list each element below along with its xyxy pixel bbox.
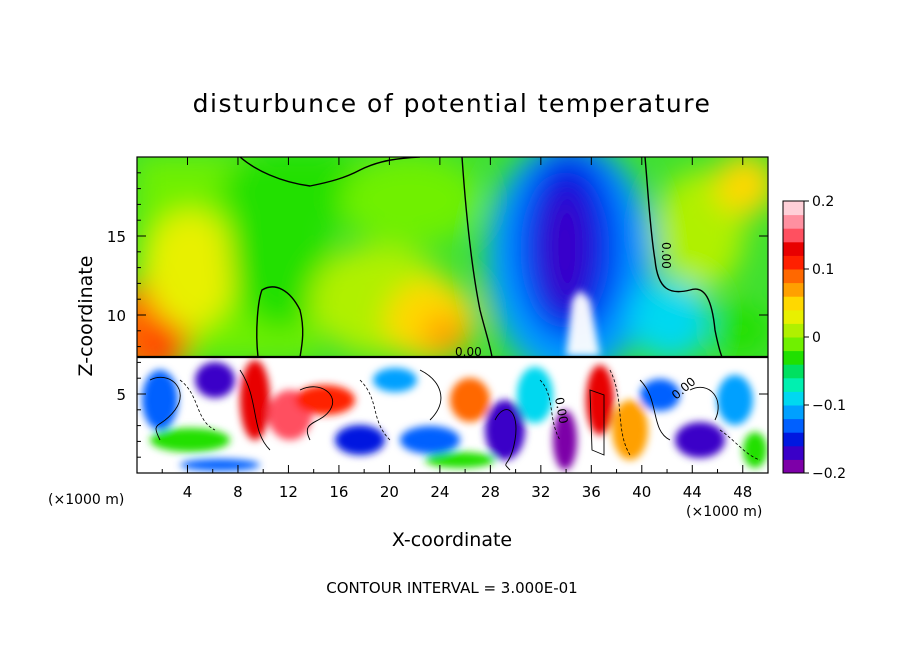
colorbar: 0.2 0.1 0 −0.1 −0.2 bbox=[782, 194, 846, 482]
colorbar-swatch bbox=[783, 459, 804, 474]
colorbar-tick-label: 0.2 bbox=[812, 194, 834, 210]
x-tick-label: 20 bbox=[380, 483, 399, 501]
lower-field bbox=[137, 357, 768, 473]
y-axis-label: Z-coordinate bbox=[75, 256, 97, 377]
colorbar-swatch bbox=[783, 296, 804, 311]
colorbar-swatch bbox=[783, 350, 804, 365]
x-tick-label: 16 bbox=[329, 483, 348, 501]
colorbar-swatch bbox=[783, 228, 804, 243]
x-unit-left: (×1000 m) bbox=[48, 492, 124, 508]
colorbar-swatch bbox=[783, 255, 804, 270]
y-tick-label: 10 bbox=[107, 307, 126, 325]
x-tick-label: 4 bbox=[183, 483, 193, 501]
contour-interval-note: CONTOUR INTERVAL = 3.000E-01 bbox=[326, 579, 577, 597]
colorbar-tick-label: 0 bbox=[812, 330, 821, 346]
contour-label: 0.00 bbox=[659, 242, 673, 269]
colorbar-swatch bbox=[783, 391, 804, 406]
colorbar-swatch bbox=[783, 377, 804, 392]
colorbar-swatch bbox=[783, 337, 804, 352]
y-tick-label: 5 bbox=[116, 386, 126, 404]
contour-label: 0.00 bbox=[455, 345, 482, 359]
x-tick-label: 40 bbox=[632, 483, 651, 501]
colorbar-swatch bbox=[783, 364, 804, 379]
y-tick-label: 15 bbox=[107, 228, 126, 246]
colorbar-tick-label: −0.2 bbox=[812, 466, 846, 482]
colorbar-swatch bbox=[783, 323, 804, 338]
x-tick-label: 36 bbox=[582, 483, 601, 501]
x-axis-label: X-coordinate bbox=[392, 529, 512, 551]
x-unit-right: (×1000 m) bbox=[686, 504, 762, 520]
colorbar-swatch bbox=[783, 405, 804, 420]
updraft-core bbox=[566, 290, 600, 356]
colorbar-tick-label: 0.1 bbox=[812, 262, 834, 278]
x-tick-label: 12 bbox=[279, 483, 298, 501]
y-axis: 5 10 15 bbox=[107, 172, 768, 458]
colorbar-swatch bbox=[783, 432, 804, 447]
upper-field bbox=[137, 157, 768, 380]
colorbar-swatch bbox=[783, 241, 804, 256]
colorbar-swatch bbox=[783, 282, 804, 297]
zero-contours bbox=[239, 157, 723, 358]
chart-title: disturbunce of potential temperature bbox=[193, 89, 712, 118]
colorbar-swatch bbox=[783, 201, 804, 216]
colorbar-swatch bbox=[783, 269, 804, 284]
colorbar-swatch bbox=[783, 309, 804, 324]
x-axis: 4 8 12 16 20 24 28 32 36 40 44 48 bbox=[161, 157, 752, 501]
contour-label: 0.00 bbox=[552, 396, 570, 425]
x-tick-label: 32 bbox=[531, 483, 550, 501]
colorbar-swatch bbox=[783, 214, 804, 229]
x-tick-label: 28 bbox=[481, 483, 500, 501]
x-tick-label: 8 bbox=[233, 483, 243, 501]
plot-area bbox=[137, 157, 768, 473]
colorbar-swatch bbox=[783, 445, 804, 460]
x-tick-label: 24 bbox=[430, 483, 449, 501]
colorbar-tick-label: −0.1 bbox=[812, 398, 846, 414]
colorbar-swatch bbox=[783, 418, 804, 433]
x-tick-label: 48 bbox=[733, 483, 752, 501]
x-tick-label: 44 bbox=[683, 483, 702, 501]
